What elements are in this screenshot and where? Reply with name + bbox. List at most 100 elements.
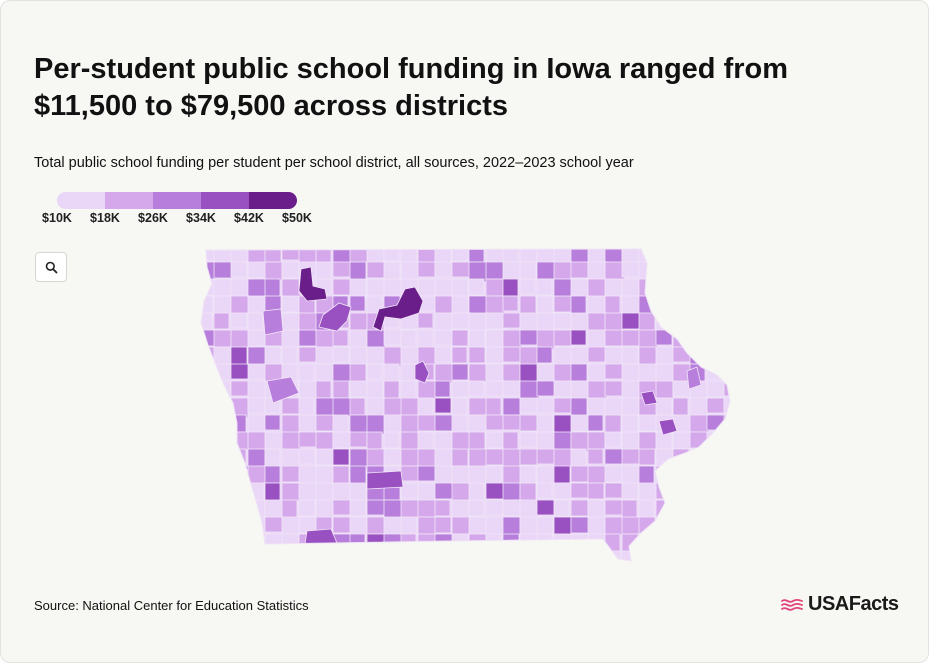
district-region[interactable] <box>247 329 266 347</box>
district-region[interactable] <box>349 363 367 384</box>
district-region[interactable] <box>638 295 659 316</box>
district-region[interactable] <box>383 448 402 466</box>
district-region[interactable] <box>315 346 335 365</box>
district-region[interactable] <box>434 363 455 384</box>
district-region[interactable] <box>366 261 387 279</box>
district-region[interactable] <box>672 499 689 521</box>
district-region[interactable] <box>570 363 588 382</box>
district-region[interactable] <box>349 550 369 569</box>
district-region[interactable] <box>230 550 249 571</box>
district-region[interactable] <box>570 465 589 483</box>
district-region[interactable] <box>264 261 283 282</box>
district-region[interactable] <box>502 363 521 382</box>
district-region[interactable] <box>213 278 233 297</box>
district-region-high[interactable] <box>262 308 284 336</box>
district-region[interactable] <box>366 363 383 380</box>
district-region[interactable] <box>197 329 217 347</box>
district-region[interactable] <box>366 431 383 450</box>
district-region[interactable] <box>587 448 604 465</box>
district-region[interactable] <box>706 516 728 537</box>
district-region[interactable] <box>315 380 332 399</box>
district-region[interactable] <box>536 278 553 296</box>
district-region[interactable] <box>230 482 249 500</box>
district-region[interactable] <box>315 329 335 349</box>
district-region[interactable] <box>281 482 301 502</box>
district-region[interactable] <box>536 533 553 555</box>
district-region[interactable] <box>655 516 672 537</box>
district-region[interactable] <box>451 380 470 398</box>
district-region[interactable] <box>230 312 248 329</box>
district-region[interactable] <box>485 278 505 297</box>
district-region[interactable] <box>655 261 674 279</box>
district-region[interactable] <box>689 533 706 552</box>
district-region[interactable] <box>247 312 264 332</box>
district-region[interactable] <box>400 329 417 348</box>
district-region[interactable] <box>502 550 519 566</box>
district-region[interactable] <box>298 448 316 465</box>
district-region[interactable] <box>298 414 318 433</box>
district-region[interactable] <box>264 482 281 502</box>
district-region[interactable] <box>604 278 623 297</box>
district-region[interactable] <box>230 245 251 265</box>
district-region[interactable] <box>502 380 522 397</box>
district-region[interactable] <box>434 295 454 316</box>
district-region[interactable] <box>706 550 724 568</box>
district-region-high[interactable] <box>266 376 300 404</box>
district-region[interactable] <box>536 414 554 433</box>
district-region[interactable] <box>502 278 519 297</box>
district-region[interactable] <box>485 448 506 466</box>
district-region[interactable] <box>723 346 741 366</box>
district-region[interactable] <box>230 346 248 367</box>
district-region[interactable] <box>485 346 506 364</box>
district-region[interactable] <box>400 499 421 520</box>
district-region[interactable] <box>655 312 677 332</box>
district-region[interactable] <box>689 414 710 433</box>
district-region[interactable] <box>332 363 353 384</box>
district-region[interactable] <box>451 465 470 484</box>
district-region[interactable] <box>197 431 217 450</box>
district-region[interactable] <box>723 533 739 553</box>
district-region[interactable] <box>349 533 366 550</box>
district-region[interactable] <box>468 380 485 397</box>
district-region[interactable] <box>655 245 672 265</box>
district-region[interactable] <box>197 482 214 501</box>
district-region[interactable] <box>519 533 539 555</box>
district-region[interactable] <box>570 516 591 534</box>
district-region[interactable] <box>621 245 641 263</box>
district-region[interactable] <box>417 312 434 329</box>
district-region[interactable] <box>638 261 658 282</box>
district-region[interactable] <box>536 380 557 397</box>
district-region[interactable] <box>672 431 692 450</box>
district-region[interactable] <box>502 312 521 329</box>
district-region[interactable] <box>587 346 608 363</box>
district-region[interactable] <box>230 278 251 299</box>
district-region[interactable] <box>247 363 267 380</box>
district-region[interactable] <box>213 465 234 482</box>
district-region[interactable] <box>451 448 469 467</box>
district-region[interactable] <box>213 550 230 570</box>
district-region-high[interactable] <box>304 528 338 545</box>
district-region[interactable] <box>621 261 641 278</box>
district-region[interactable] <box>281 346 298 366</box>
zoom-button[interactable] <box>35 252 67 282</box>
district-region-high[interactable] <box>298 266 328 302</box>
district-region[interactable] <box>655 278 677 300</box>
district-region-high[interactable] <box>658 418 678 436</box>
district-region[interactable] <box>349 295 366 312</box>
district-region[interactable] <box>536 295 554 315</box>
district-region[interactable] <box>604 329 624 347</box>
district-region[interactable] <box>587 465 608 484</box>
district-region[interactable] <box>536 261 556 280</box>
district-region[interactable] <box>485 533 502 552</box>
district-region[interactable] <box>332 329 349 347</box>
district-region[interactable] <box>213 499 234 520</box>
district-region[interactable] <box>434 516 452 534</box>
district-region[interactable] <box>570 245 590 264</box>
district-region[interactable] <box>689 312 706 330</box>
district-region[interactable] <box>723 414 739 433</box>
district-region[interactable] <box>247 397 266 414</box>
district-region[interactable] <box>197 380 214 399</box>
district-region[interactable] <box>689 482 706 502</box>
district-region[interactable] <box>417 431 434 450</box>
district-region[interactable] <box>485 329 505 349</box>
